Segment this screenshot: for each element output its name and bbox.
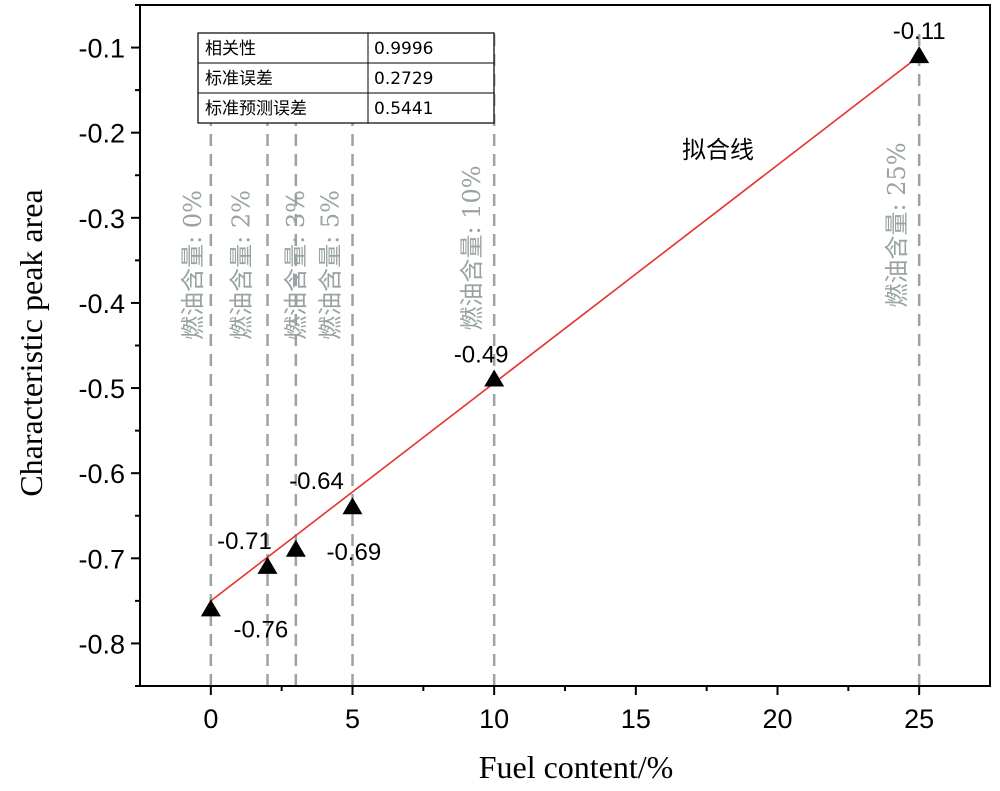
y-tick-label: -0.4 <box>78 289 125 319</box>
x-tick-label: 5 <box>345 704 360 734</box>
stats-table-name: 标准误差 <box>205 69 273 89</box>
stats-table-value: 0.5441 <box>374 99 433 119</box>
fit-line-label: 拟合线 <box>682 136 754 164</box>
y-tick-label: -0.2 <box>78 119 125 149</box>
stats-table-value: 0.2729 <box>374 69 433 89</box>
reference-line-label: 燃油含量: 25% <box>883 142 911 307</box>
fit-line-group: 拟合线 <box>210 55 920 602</box>
reference-line-label: 燃油含量: 5% <box>317 190 345 340</box>
reference-lines: 燃油含量: 0% 燃油含量: 2% 燃油含量: 3% 燃油含量: 5% 燃油含量: 10… <box>179 30 921 686</box>
reference-line-label: 燃油含量: 10% <box>458 165 486 330</box>
stats-table-name: 标准预测误差 <box>205 99 307 119</box>
data-point-label: -0.11 <box>893 18 946 45</box>
data-point <box>257 556 278 574</box>
y-tick-label: -0.3 <box>78 204 125 234</box>
y-tick-label: -0.5 <box>78 374 125 404</box>
data-point <box>909 46 930 64</box>
stats-table-value: 0.9996 <box>374 39 433 59</box>
reference-line-label: 燃油含量: 2% <box>228 190 256 340</box>
y-tick-label: -0.1 <box>78 34 125 64</box>
stats-table: 相关性 0.9996 标准误差 0.2729 标准预测误差 0.5441 <box>197 32 495 124</box>
x-tick-label: 20 <box>762 704 792 734</box>
data-point <box>342 497 363 515</box>
x-axis-title: Fuel content/% <box>479 749 674 785</box>
x-tick-label: 15 <box>621 704 651 734</box>
data-point-label: -0.76 <box>233 616 288 643</box>
x-tick-label: 10 <box>479 704 509 734</box>
data-points: -0.76 -0.71 -0.69 -0.64 -0.49 -0.11 <box>200 18 946 643</box>
data-point-label: -0.49 <box>454 342 509 369</box>
x-tick-label: 0 <box>203 704 218 734</box>
y-axis-title: Characteristic peak area <box>13 189 49 496</box>
reference-line-label: 燃油含量: 0% <box>179 190 207 340</box>
stats-table-name: 相关性 <box>205 39 256 59</box>
axes: 0 5 10 15 20 25 -0.1 -0.2 -0.3 -0.4 -0.5 -0.6 -0.7 -0… <box>78 4 991 734</box>
y-tick-label: -0.8 <box>78 629 125 659</box>
y-tick-label: -0.6 <box>78 459 125 489</box>
reference-line-label: 燃油含量: 3% <box>282 190 310 340</box>
data-point-label: -0.71 <box>217 528 272 555</box>
data-point-label: -0.69 <box>326 539 381 566</box>
fit-line <box>210 55 920 602</box>
data-point <box>484 369 505 387</box>
data-point-label: -0.64 <box>289 468 344 495</box>
data-point <box>200 599 221 617</box>
y-tick-label: -0.7 <box>78 544 125 574</box>
x-tick-label: 25 <box>904 704 934 734</box>
stats-table-frame <box>197 32 495 124</box>
data-point <box>285 539 306 557</box>
